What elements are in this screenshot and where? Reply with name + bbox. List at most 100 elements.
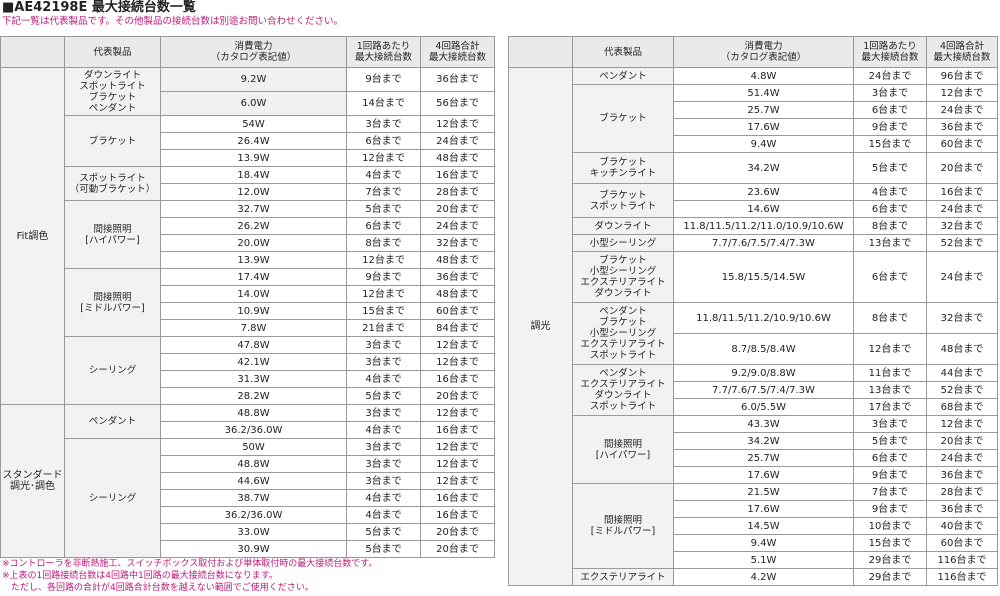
product-cell: ペンダント エクステリアライト ダウンライト スポットライト [572, 364, 674, 416]
per-circuit-cell: 29台まで [853, 551, 927, 569]
table-row: ブラケット キッチンライト 34.2W 5台まで 20台まで [509, 152, 998, 184]
power-cell: 12.0W [160, 183, 347, 201]
power-cell: 11.8/11.5/11.2/10.9/10.6W [673, 302, 854, 334]
total-cell: 24台まで [926, 101, 998, 119]
total-cell: 12台まで [420, 455, 495, 473]
per-circuit-cell: 4台まで [853, 183, 927, 201]
power-cell: 11.8/11.5/11.2/11.0/10.9/10.6W [673, 217, 854, 235]
per-circuit-cell: 6台まで [853, 251, 927, 303]
total-cell: 16台まで [420, 166, 495, 184]
per-circuit-cell: 10台まで [853, 517, 927, 535]
power-cell: 51.4W [673, 84, 854, 102]
power-cell: 13.9W [160, 251, 347, 269]
per-cell: 8台まで [346, 234, 421, 252]
product-cell: 間接照明 [ミドルパワー] [64, 268, 161, 337]
product-cell: スポットライト （可動ブラケット） [64, 166, 161, 201]
power-cell: 42.1W [160, 353, 347, 371]
per-cell: 9台まで [346, 268, 421, 286]
total-cell: 20台まで [420, 540, 495, 558]
total-cell: 12台まで [420, 404, 495, 422]
per-cell: 5台まで [346, 540, 421, 558]
table-row: 30.9W 5台まで 20台まで [1, 540, 495, 558]
per-cell: 12台まで [346, 149, 421, 167]
table-row: 25.7W 6台まで 24台まで [509, 101, 998, 119]
power-cell: 10.9W [160, 302, 347, 320]
power-cell: 50W [160, 438, 347, 456]
per-circuit-cell: 11台まで [853, 364, 927, 382]
total-cell: 20台まで [926, 152, 998, 184]
table-row: ブラケット 54W 3台まで 12台まで [1, 115, 495, 167]
table-row: 17.6W 9台まで 36台まで [509, 500, 998, 518]
per-cell: 3台まで [346, 455, 421, 473]
table-row: ブラケット 小型シーリング エクステリアライト ダウンライト 15.8/15.5/14.… [509, 251, 998, 303]
per-cell: 4台まで [346, 370, 421, 388]
per-cell: 12台まで [346, 251, 421, 269]
table-row: 間接照明 [ミドルパワー] 17.4W 9台まで 36台まで [1, 268, 495, 337]
table-row: 6.0/5.5W 17台まで 68台まで [509, 398, 998, 416]
per-cell: 4台まで [346, 489, 421, 507]
total-cell: 24台まで [926, 200, 998, 218]
per-cell: 7台まで [346, 183, 421, 201]
power-cell: 48.8W [160, 404, 347, 422]
power-cell: 15.8/15.5/14.5W [673, 251, 854, 303]
header-row: 代表製品 消費電力 （カタログ表記値） 1回路あたり 最大接続台数 4回路合計 最大接続台数 [508, 36, 998, 68]
total-cell: 48台まで [420, 251, 495, 269]
per-circuit-cell: 29台まで [853, 568, 927, 586]
product-cell: エクステリアライト [572, 568, 674, 586]
footnote: ※コントローラを非断熱施工、スイッチボックス取付および単体取付時の最大接続台数で… [2, 559, 378, 569]
table-row: ダウンライト 11.8/11.5/11.2/11.0/10.9/10.6W 8台まで… [509, 217, 998, 235]
total-cell: 12台まで [420, 336, 495, 354]
total-cell: 20台まで [926, 432, 998, 450]
table-row: 13.9W 12台まで 48台まで [1, 149, 495, 167]
total-cell: 12台まで [420, 115, 495, 133]
table-row: シーリング 47.8W 3台まで 12台まで [1, 336, 495, 405]
total-cell: 12台まで [420, 472, 495, 490]
header-group [508, 36, 573, 68]
total-cell: 84台まで [420, 319, 495, 337]
power-cell: 36.2/36.0W [160, 506, 347, 524]
power-cell: 26.4W [160, 132, 347, 150]
per-cell: 3台まで [346, 438, 421, 456]
power-cell: 18.4W [160, 166, 347, 184]
per-circuit-cell: 6台まで [853, 101, 927, 119]
power-cell: 9.4W [673, 534, 854, 552]
product-cell: ペンダント [64, 404, 161, 439]
product-cell: ブラケット 小型シーリング エクステリアライト ダウンライト [572, 251, 674, 303]
per-cell: 15台まで [346, 302, 421, 320]
power-cell: 25.7W [673, 449, 854, 467]
table-row: シーリング 50W 3台まで 12台まで [1, 438, 495, 558]
product-cell: 小型シーリング [572, 234, 674, 252]
power-cell: 25.7W [673, 101, 854, 119]
page-title: ■AE42198E 最大接続台数一覧 [2, 0, 196, 15]
product-cell: ブラケット [64, 115, 161, 167]
power-cell: 21.5W [673, 483, 854, 501]
power-cell: 14.0W [160, 285, 347, 303]
power-cell: 4.8W [673, 67, 854, 85]
table-row: 25.7W 6台まで 24台まで [509, 449, 998, 467]
total-cell: 96台まで [926, 67, 998, 85]
per-cell: 12台まで [346, 285, 421, 303]
per-cell: 4台まで [346, 506, 421, 524]
header-power: 消費電力 （カタログ表記値） [673, 36, 854, 68]
per-circuit-cell: 12台まで [853, 333, 927, 365]
power-cell: 7.7/7.6/7.5/7.4/7.3W [673, 381, 854, 399]
table-row: 14.0W 12台まで 48台まで [1, 285, 495, 303]
group-cell: スタンダード 調光･調色 [0, 404, 65, 558]
per-circuit-cell: 5台まで [853, 432, 927, 450]
total-cell: 44台まで [926, 364, 998, 382]
total-cell: 24台まで [420, 217, 495, 235]
product-cell: ダウンライト スポットライト ブラケット ペンダント [64, 67, 161, 116]
power-cell: 17.4W [160, 268, 347, 286]
total-cell: 32台まで [926, 302, 998, 334]
total-cell: 28台まで [926, 483, 998, 501]
per-cell: 4台まで [346, 421, 421, 439]
table-row: エクステリアライト 4.2W 29台まで 116台まで [509, 568, 998, 586]
per-circuit-cell: 7台まで [853, 483, 927, 501]
power-cell: 48.8W [160, 455, 347, 473]
table-row: スタンダード 調光･調色 ペンダント 48.8W 3台まで 12台まで [0, 404, 495, 558]
product-cell: ダウンライト [572, 217, 674, 235]
per-circuit-cell: 9台まで [853, 466, 927, 484]
group-cell: Fit調色 [0, 67, 65, 405]
total-cell: 24台まで [926, 251, 998, 303]
per-cell: 5台まで [346, 523, 421, 541]
